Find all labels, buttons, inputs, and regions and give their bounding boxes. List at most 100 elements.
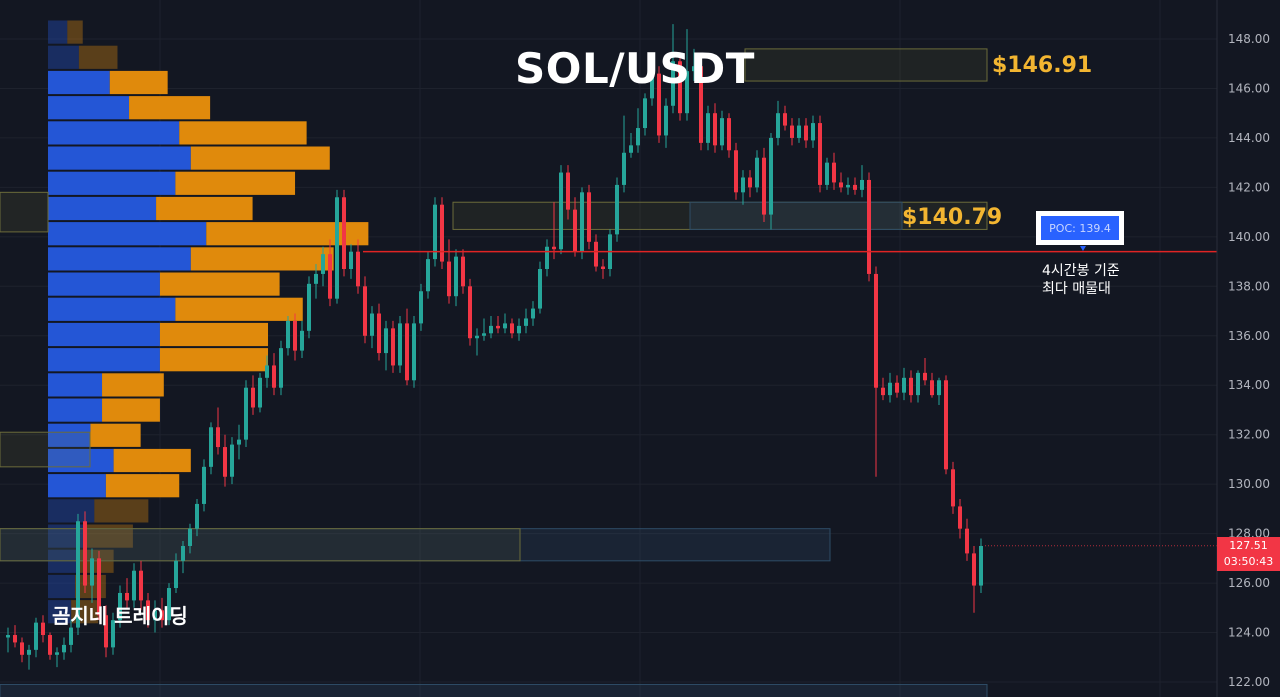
candle-body-74 bbox=[524, 318, 528, 326]
candle-body-16 bbox=[118, 592, 122, 621]
bar-countdown: 03:50:43 bbox=[1223, 555, 1274, 568]
zone-box-7 bbox=[0, 683, 988, 697]
candle-body-68 bbox=[482, 333, 486, 336]
candle-body-88 bbox=[622, 152, 626, 185]
y-tick-label-9: 130.00 bbox=[1228, 477, 1270, 491]
candle-body-79 bbox=[559, 172, 563, 250]
candle-body-84 bbox=[594, 241, 598, 267]
candle-body-14 bbox=[104, 615, 108, 648]
candle-body-65 bbox=[461, 256, 465, 287]
profile-sell-bar-6 bbox=[175, 171, 296, 195]
candle-body-10 bbox=[76, 521, 80, 628]
profile-sell-bar-7 bbox=[156, 196, 253, 221]
candle-body-26 bbox=[188, 528, 192, 546]
candle-body-106 bbox=[748, 177, 752, 188]
candle-body-70 bbox=[496, 325, 500, 329]
candle-body-121 bbox=[853, 184, 857, 190]
candle-body-41 bbox=[293, 320, 297, 351]
candle-body-44 bbox=[314, 273, 318, 284]
candle-body-9 bbox=[69, 627, 73, 645]
candle-body-63 bbox=[447, 261, 451, 297]
candle-body-34 bbox=[244, 387, 248, 440]
candle-body-119 bbox=[839, 182, 843, 188]
profile-buy-bar-13 bbox=[48, 348, 160, 372]
level-label-upper: $146.91 bbox=[992, 53, 1093, 78]
candle-body-136 bbox=[958, 506, 962, 529]
candle-body-24 bbox=[174, 560, 178, 589]
y-tick-label-11: 126.00 bbox=[1228, 576, 1270, 590]
candle-body-85 bbox=[601, 266, 605, 269]
y-tick-label-13: 122.00 bbox=[1228, 675, 1270, 689]
candle-body-72 bbox=[510, 323, 514, 334]
candle-body-19 bbox=[139, 570, 143, 601]
candle-body-105 bbox=[741, 177, 745, 193]
candle-body-45 bbox=[321, 254, 325, 274]
candle-body-135 bbox=[951, 469, 955, 507]
profile-sell-bar-0 bbox=[67, 20, 83, 44]
candle-body-38 bbox=[272, 365, 276, 388]
zone-box-2 bbox=[689, 201, 903, 230]
profile-sell-bar-17 bbox=[113, 448, 191, 473]
candle-body-127 bbox=[895, 382, 899, 393]
profile-sell-bar-4 bbox=[179, 121, 307, 145]
candle-body-8 bbox=[62, 644, 66, 653]
candle-body-113 bbox=[797, 125, 801, 138]
profile-buy-bar-0 bbox=[48, 20, 68, 44]
candle-body-21 bbox=[153, 610, 157, 621]
candle-body-98 bbox=[692, 66, 696, 72]
candle-body-87 bbox=[615, 184, 619, 235]
candle-body-55 bbox=[391, 328, 395, 366]
candle-body-117 bbox=[825, 162, 829, 185]
candle-body-36 bbox=[258, 377, 262, 408]
profile-sell-bar-3 bbox=[129, 96, 211, 120]
candle-body-137 bbox=[965, 528, 969, 554]
candle-body-90 bbox=[636, 128, 640, 146]
profile-buy-bar-6 bbox=[48, 171, 176, 195]
candle-body-48 bbox=[342, 197, 346, 269]
candle-body-0 bbox=[6, 635, 10, 638]
candle-body-77 bbox=[545, 246, 549, 269]
profile-buy-bar-14 bbox=[48, 373, 103, 397]
profile-sell-bar-8 bbox=[206, 222, 369, 246]
candle-body-92 bbox=[650, 73, 654, 99]
candle-body-78 bbox=[552, 246, 556, 250]
candle-body-3 bbox=[27, 649, 31, 655]
candle-body-58 bbox=[412, 323, 416, 381]
candle-body-66 bbox=[468, 286, 472, 339]
y-tick-label-1: 146.00 bbox=[1228, 81, 1270, 95]
candle-body-107 bbox=[755, 157, 759, 188]
price-axis[interactable]: 148.00 146.00 144.00 142.00 140.00 138.00 136.… bbox=[1216, 0, 1270, 697]
profile-buy-bar-8 bbox=[48, 222, 207, 246]
candle-body-109 bbox=[769, 137, 773, 215]
candle-body-104 bbox=[734, 150, 738, 193]
candle-body-22 bbox=[160, 610, 164, 621]
candle-body-81 bbox=[573, 209, 577, 252]
watermark: 곰지네 트레이딩 bbox=[52, 604, 188, 628]
candle-body-46 bbox=[328, 254, 332, 299]
y-tick-label-5: 138.00 bbox=[1228, 279, 1270, 293]
profile-sell-bar-14 bbox=[102, 373, 164, 397]
zone-box-4 bbox=[0, 431, 91, 468]
candle-body-13 bbox=[97, 558, 101, 616]
candle-body-39 bbox=[279, 348, 283, 388]
candle-body-82 bbox=[580, 192, 584, 252]
zone-box-0 bbox=[744, 48, 988, 82]
candle-body-23 bbox=[167, 588, 171, 621]
candle-body-2 bbox=[20, 642, 24, 655]
candle-body-114 bbox=[804, 125, 808, 141]
candle-body-1 bbox=[13, 635, 17, 643]
y-tick-label-0: 148.00 bbox=[1228, 32, 1270, 46]
candle-body-91 bbox=[643, 98, 647, 129]
candle-body-83 bbox=[587, 192, 591, 242]
candle-body-130 bbox=[916, 372, 920, 396]
profile-buy-bar-9 bbox=[48, 247, 191, 271]
poc-label: POC: 139.4 bbox=[1041, 216, 1119, 240]
poc-note: 4시간봉 기준 최다 매물대 bbox=[1042, 262, 1120, 298]
overlay-lines bbox=[363, 246, 1217, 547]
candle-body-57 bbox=[405, 323, 409, 381]
candle-body-132 bbox=[930, 380, 934, 396]
candle-body-138 bbox=[972, 553, 976, 586]
candle-body-110 bbox=[776, 113, 780, 138]
candle-body-51 bbox=[363, 286, 367, 336]
